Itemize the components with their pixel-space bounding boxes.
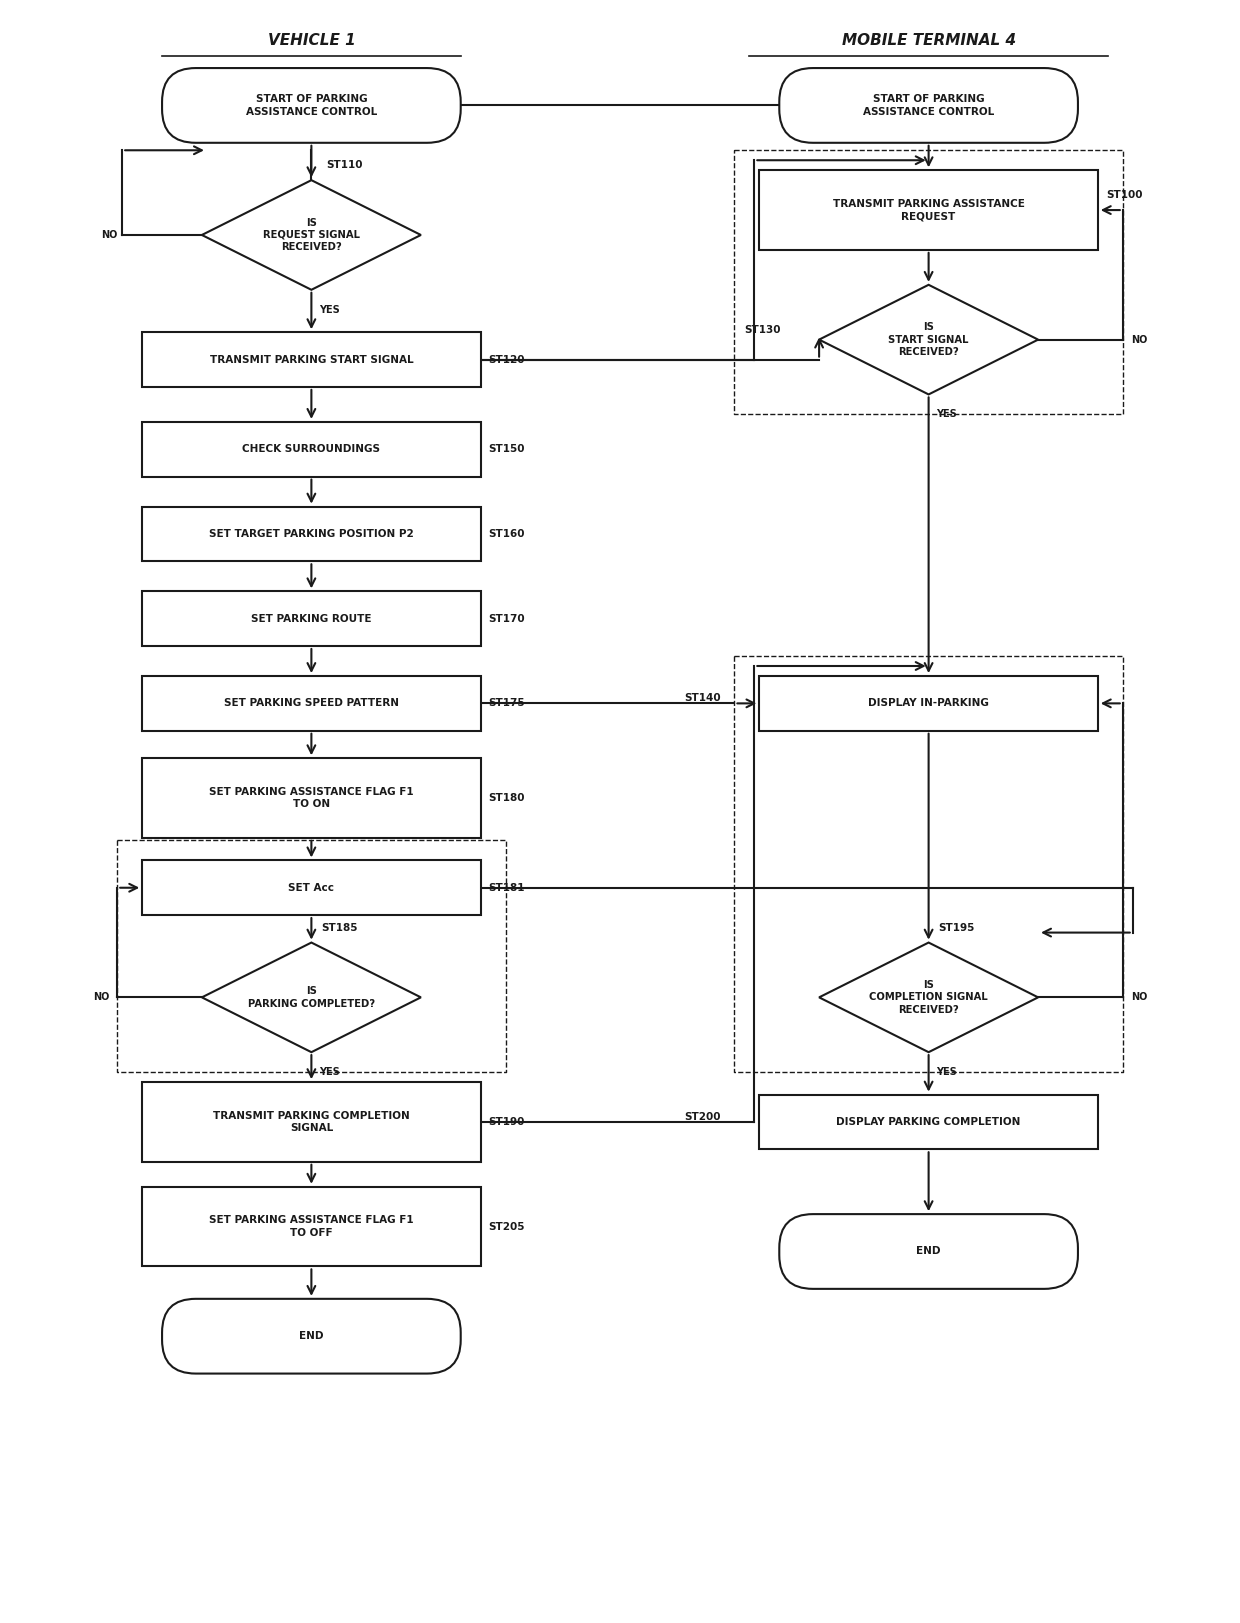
Polygon shape [202, 180, 420, 291]
FancyBboxPatch shape [143, 675, 481, 730]
Text: ST190: ST190 [489, 1117, 525, 1126]
Text: ST180: ST180 [489, 794, 525, 803]
Polygon shape [820, 943, 1038, 1052]
Text: ST200: ST200 [684, 1112, 722, 1121]
Text: ST140: ST140 [684, 693, 722, 703]
Text: ST130: ST130 [744, 325, 781, 334]
Text: IS
PARKING COMPLETED?: IS PARKING COMPLETED? [248, 987, 374, 1008]
FancyBboxPatch shape [143, 860, 481, 915]
FancyBboxPatch shape [162, 68, 461, 143]
FancyBboxPatch shape [779, 68, 1078, 143]
Text: SET Acc: SET Acc [289, 883, 335, 893]
Text: YES: YES [936, 409, 957, 419]
FancyBboxPatch shape [143, 758, 481, 837]
Text: ST160: ST160 [489, 529, 525, 539]
Text: ST205: ST205 [489, 1222, 525, 1232]
FancyBboxPatch shape [759, 1094, 1097, 1149]
Text: START OF PARKING
ASSISTANCE CONTROL: START OF PARKING ASSISTANCE CONTROL [863, 94, 994, 117]
Text: ST195: ST195 [939, 922, 975, 933]
Text: SET PARKING SPEED PATTERN: SET PARKING SPEED PATTERN [224, 698, 399, 708]
Text: ST175: ST175 [489, 698, 526, 708]
Text: SET TARGET PARKING POSITION P2: SET TARGET PARKING POSITION P2 [210, 529, 414, 539]
FancyBboxPatch shape [143, 591, 481, 646]
Polygon shape [820, 284, 1038, 394]
Text: CHECK SURROUNDINGS: CHECK SURROUNDINGS [242, 445, 381, 454]
FancyBboxPatch shape [143, 1083, 481, 1162]
Text: MOBILE TERMINAL 4: MOBILE TERMINAL 4 [842, 32, 1016, 49]
Text: SET PARKING ASSISTANCE FLAG F1
TO ON: SET PARKING ASSISTANCE FLAG F1 TO ON [210, 787, 414, 810]
Text: TRANSMIT PARKING COMPLETION
SIGNAL: TRANSMIT PARKING COMPLETION SIGNAL [213, 1110, 409, 1133]
Text: IS
COMPLETION SIGNAL
RECEIVED?: IS COMPLETION SIGNAL RECEIVED? [869, 980, 988, 1014]
Text: ST170: ST170 [489, 613, 526, 623]
Text: YES: YES [936, 1066, 957, 1078]
Text: ST110: ST110 [326, 161, 363, 170]
FancyBboxPatch shape [143, 1186, 481, 1266]
Text: ST120: ST120 [489, 354, 525, 365]
Text: IS
START SIGNAL
RECEIVED?: IS START SIGNAL RECEIVED? [888, 323, 968, 357]
Text: NO: NO [93, 992, 109, 1003]
Polygon shape [202, 943, 420, 1052]
FancyBboxPatch shape [759, 675, 1097, 730]
FancyBboxPatch shape [162, 1298, 461, 1373]
Text: START OF PARKING
ASSISTANCE CONTROL: START OF PARKING ASSISTANCE CONTROL [246, 94, 377, 117]
FancyBboxPatch shape [759, 170, 1097, 250]
Text: TRANSMIT PARKING START SIGNAL: TRANSMIT PARKING START SIGNAL [210, 354, 413, 365]
Text: IS
REQUEST SIGNAL
RECEIVED?: IS REQUEST SIGNAL RECEIVED? [263, 217, 360, 253]
Text: NO: NO [1131, 334, 1147, 344]
Text: DISPLAY IN-PARKING: DISPLAY IN-PARKING [868, 698, 990, 708]
Text: END: END [299, 1331, 324, 1341]
Text: ST150: ST150 [489, 445, 525, 454]
Text: VEHICLE 1: VEHICLE 1 [268, 32, 356, 49]
Text: END: END [916, 1246, 941, 1256]
Text: ST185: ST185 [321, 922, 358, 933]
FancyBboxPatch shape [779, 1214, 1078, 1289]
Text: ST100: ST100 [1106, 190, 1142, 200]
Text: SET PARKING ASSISTANCE FLAG F1
TO OFF: SET PARKING ASSISTANCE FLAG F1 TO OFF [210, 1216, 414, 1238]
Text: YES: YES [320, 1066, 340, 1078]
Text: TRANSMIT PARKING ASSISTANCE
REQUEST: TRANSMIT PARKING ASSISTANCE REQUEST [833, 200, 1024, 221]
FancyBboxPatch shape [143, 506, 481, 562]
Text: NO: NO [100, 230, 118, 240]
Text: DISPLAY PARKING COMPLETION: DISPLAY PARKING COMPLETION [837, 1117, 1021, 1126]
Text: YES: YES [320, 305, 340, 315]
Text: ST181: ST181 [489, 883, 525, 893]
Text: NO: NO [1131, 992, 1147, 1003]
Text: SET PARKING ROUTE: SET PARKING ROUTE [252, 613, 372, 623]
FancyBboxPatch shape [143, 422, 481, 477]
FancyBboxPatch shape [143, 333, 481, 386]
